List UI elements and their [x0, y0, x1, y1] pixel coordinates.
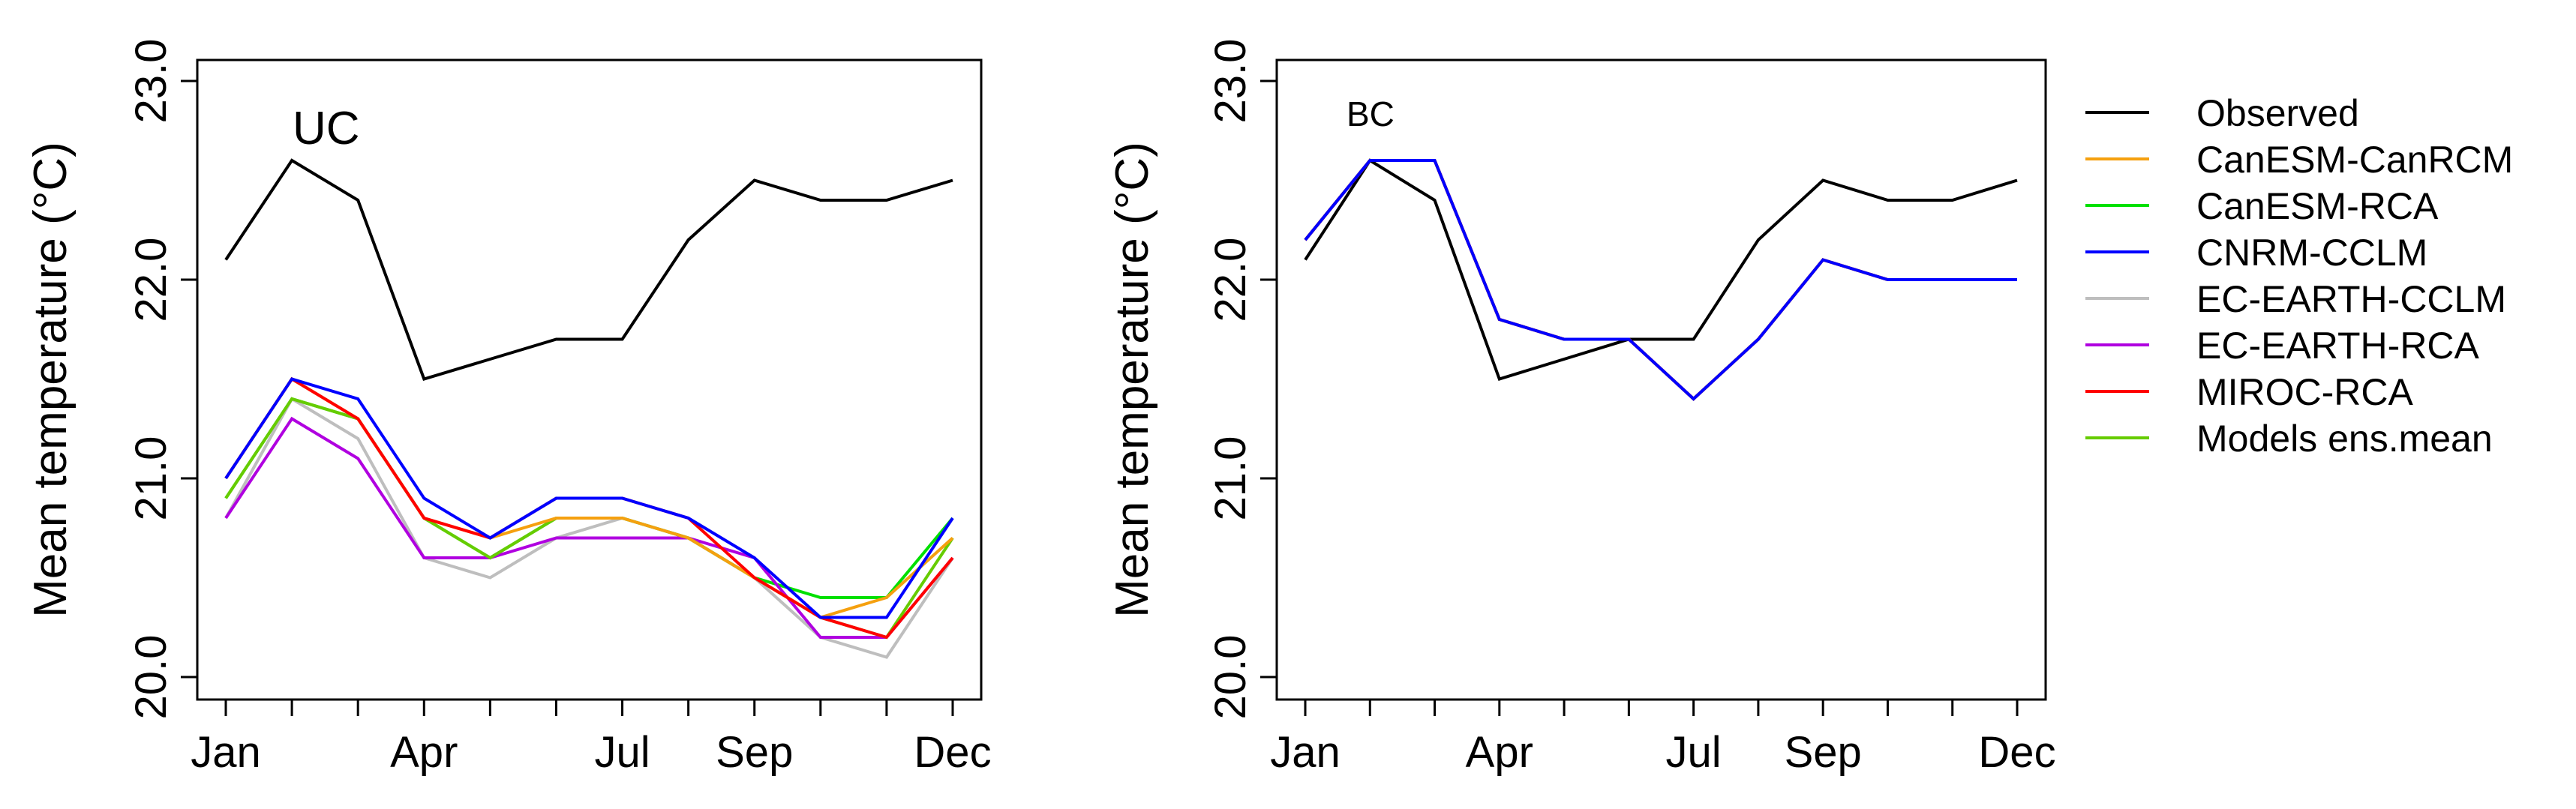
series-line-cnrm-cclm: [224, 377, 954, 619]
y-tick-label: 22.0: [1206, 238, 1255, 322]
panel-label: BC: [1347, 94, 1395, 133]
plot-frame: [1275, 58, 2047, 701]
plot-frame: [196, 58, 983, 701]
series-line-observed: [224, 158, 953, 381]
legend-label-canesm-rca: CanESM-RCA: [2196, 185, 2439, 227]
legend-label-models-ens-mean: Models ens.mean: [2196, 418, 2493, 460]
legend-label-observed: Observed: [2196, 92, 2359, 134]
y-tick-label: 23.0: [1206, 39, 1255, 124]
y-tick-label: 20.0: [1206, 635, 1255, 720]
panel-uc: Jan Apr Jul Sep Dec 20.0 21.0 22.0 23.0 Mean temp…: [25, 39, 992, 777]
y-tick-label: 22.0: [127, 238, 176, 322]
legend-label-canesm-canrcm: CanESM-CanRCM: [2196, 139, 2513, 181]
x-tick-label: Sep: [1785, 728, 1862, 777]
x-tick-label: Apr: [1466, 728, 1533, 777]
y-tick-label: 21.0: [127, 436, 176, 521]
x-tick-label: Jan: [191, 728, 261, 777]
series-line-cnrm-cclm: [1304, 159, 2017, 401]
x-tick-label: Sep: [716, 728, 793, 777]
x-tick-label: Dec: [914, 728, 991, 777]
y-axis-title: Mean temperature (°C): [25, 142, 77, 618]
y-tick-label: 20.0: [127, 635, 176, 720]
panel-label: UC: [293, 103, 360, 154]
x-tick-label: Jul: [1666, 728, 1722, 777]
legend-label-ec-earth-rca: EC-EARTH-RCA: [2196, 325, 2480, 367]
panel-bc: Jan Apr Jul Sep Dec 20.0 21.0 22.0 23.0 Mean temp…: [1106, 39, 2056, 777]
x-tick-label: Jul: [594, 728, 650, 777]
series-line-ec-earth-cclm: [224, 397, 954, 659]
series-line-observed: [1304, 158, 2018, 381]
legend-label-cnrm-cclm: CNRM-CCLM: [2196, 232, 2427, 274]
legend-label-ec-earth-cclm: EC-EARTH-CCLM: [2196, 278, 2506, 320]
y-tick-label: 21.0: [1206, 436, 1255, 521]
y-tick-label: 23.0: [127, 39, 176, 124]
y-axis-title: Mean temperature (°C): [1106, 142, 1158, 618]
x-tick-label: Dec: [1978, 728, 2055, 777]
x-tick-label: Apr: [390, 728, 458, 777]
x-tick-label: Jan: [1270, 728, 1341, 777]
legend-label-miroc-rca: MIROC-RCA: [2196, 371, 2414, 413]
series-line-ec-earth-rca: [224, 416, 954, 639]
